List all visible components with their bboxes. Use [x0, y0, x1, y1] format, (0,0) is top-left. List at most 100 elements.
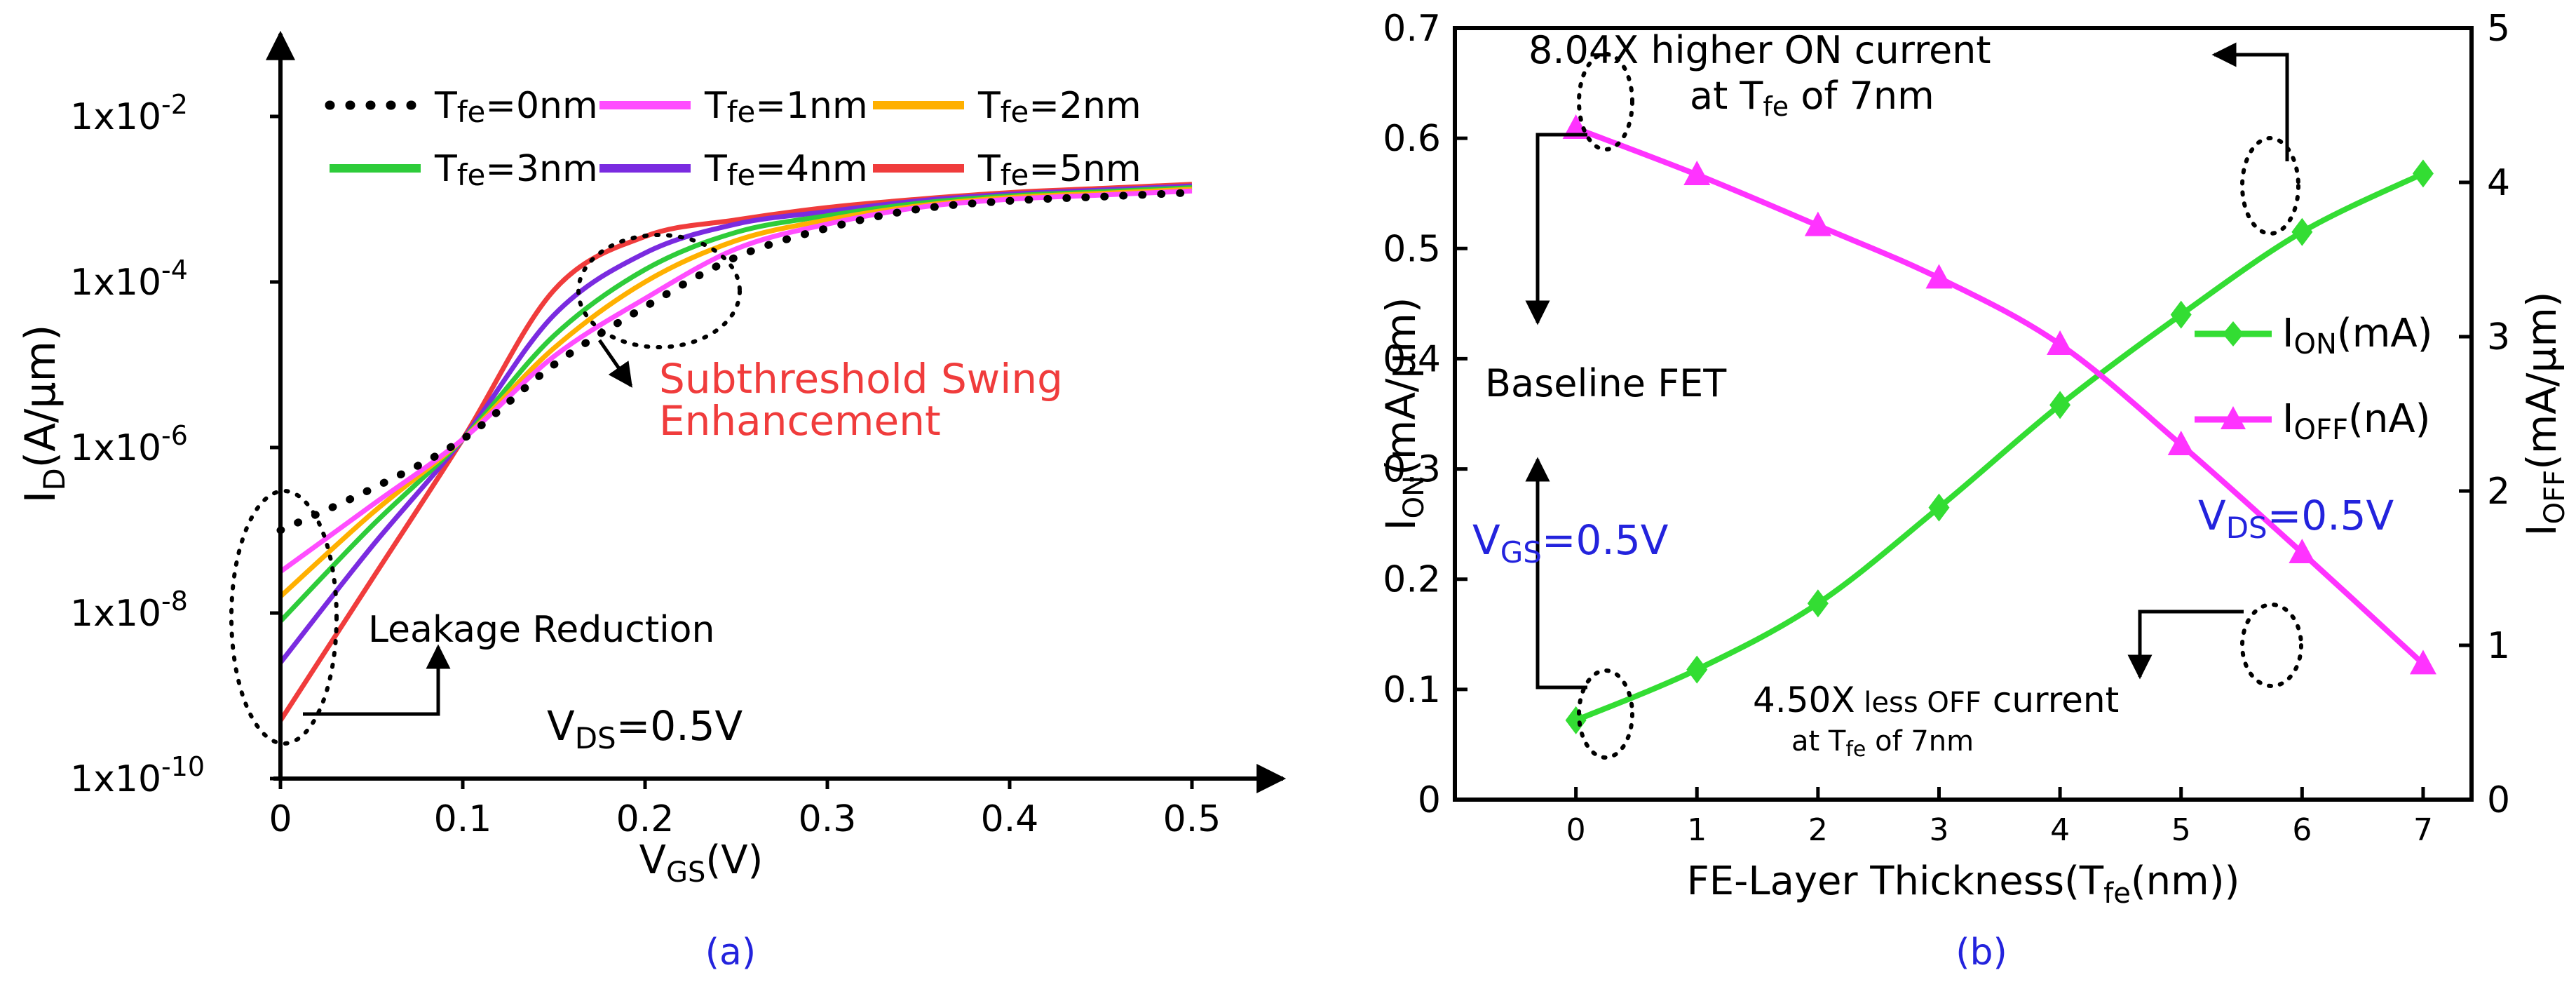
series-line-ion	[1575, 170, 2425, 723]
legend-label-tfe-5nm: Tfe=5nm	[977, 148, 1141, 192]
legend-label-tfe-3nm: Tfe=3nm	[434, 148, 598, 192]
off-current-note-2: at Tfe of 7nm	[1791, 725, 1974, 762]
panel-a-legend: Tfe=0nm Tfe=1nm Tfe=2nm Tfe=3nm Tfe=4nm Tfe=5…	[325, 85, 1141, 192]
point-ioff-5	[2167, 431, 2195, 455]
point-ion-6	[2291, 217, 2313, 246]
legend-ioff-label: IOFF(nA)	[2282, 396, 2431, 446]
point-ioff-3	[1925, 264, 1953, 289]
panel-a-y-tick-label: 1x10-10	[70, 751, 205, 800]
panel-b-y-left-tick-label: 0	[1418, 779, 1441, 821]
panel-b-y-left-tick-label: 0.5	[1383, 228, 1441, 270]
panel-b-x-tick-label: 1	[1687, 812, 1707, 848]
panel-a-y-tick-label: 1x10-4	[70, 255, 188, 304]
legend-label-tfe-0nm: Tfe=0nm	[434, 85, 598, 129]
panel-b-y-right-tick-label: 0	[2487, 779, 2510, 821]
subthreshold-label-1: Subthreshold Swing	[659, 355, 1063, 403]
baseline-off-ellipse	[1577, 668, 1634, 760]
panel-a-curves	[276, 182, 1196, 722]
point-ion-1	[1686, 655, 1708, 684]
legend-label-tfe-4nm: Tfe=4nm	[704, 148, 868, 192]
panel-b-x-tick-label: 3	[1929, 812, 1948, 848]
on-current-arrow	[2211, 42, 2289, 161]
subthreshold-label-2: Enhancement	[659, 397, 941, 445]
panel-b-y-left-label: ION(mA/µm)	[1377, 297, 1430, 531]
panel-b-legend: ION(mA) IOFF(nA)	[2195, 311, 2432, 446]
panel-b-y-right-label: IOFF(mA/µm)	[2518, 292, 2571, 537]
panel-a-y-ticks: 1x10-10 1x10-8 1x10-6 1x10-4 1x10-2	[70, 89, 280, 800]
point-ion-0	[1565, 706, 1587, 734]
panel-b-y-right-tick-label: 4	[2487, 162, 2510, 204]
off-7nm-ellipse	[2240, 603, 2303, 688]
legend-label-tfe-1nm: Tfe=1nm	[704, 85, 868, 129]
panel-a-y-tick-label: 1x10-8	[70, 586, 188, 635]
baseline-arrow-down	[1525, 133, 1587, 325]
panel-b-y-right-tick-label: 3	[2487, 316, 2510, 358]
panel-b-caption: (b)	[1955, 931, 2007, 974]
series-line-tfe-0nm	[276, 189, 1196, 534]
on-current-note-2: at Tfe of 7nm	[1690, 74, 1934, 122]
point-ioff-4	[2047, 330, 2074, 355]
panel-b-y-right-tick-label: 2	[2487, 471, 2510, 513]
panel-b-y-left-tick-label: 0.4	[1383, 338, 1441, 380]
panel-b-ticks: 0 1 2 3 4 5 6 7 0 0.1 0.2 0.3 0.4 0.5 0.6 0.7 0 1 2 3 4 5	[1383, 8, 2510, 848]
panel-b-y-left-tick-label: 0.6	[1383, 118, 1441, 160]
point-ion-7	[2412, 159, 2434, 188]
panel-a-x-tick-label: 0.3	[799, 798, 857, 840]
panel-b-series	[1562, 114, 2436, 734]
panel-b-y-left-tick-label: 0.7	[1383, 8, 1441, 50]
panel-b-y-left-tick-label: 0.1	[1383, 669, 1441, 711]
panel-b-y-right-tick-label: 1	[2487, 625, 2510, 667]
panel-b-x-tick-label: 2	[1808, 812, 1828, 848]
panel-b-y-left-tick-label: 0.2	[1383, 559, 1441, 601]
legend-label-tfe-2nm: Tfe=2nm	[977, 85, 1141, 129]
point-ioff-6	[2289, 539, 2316, 563]
legend-ioff-marker	[2221, 406, 2246, 429]
subthreshold-ellipse	[576, 233, 742, 349]
panel-a-vds-label: VDS=0.5V	[547, 702, 743, 755]
panel-a-x-tick-label: 0.5	[1163, 798, 1221, 840]
panel-a-x-ticks: 0 0.1 0.2 0.3 0.4 0.5	[269, 779, 1221, 840]
leakage-arrow	[303, 644, 451, 716]
point-ion-3	[1928, 493, 1950, 522]
baseline-arrow-up	[1525, 457, 1587, 689]
panel-a-x-label: VGS(V)	[639, 837, 764, 889]
panel-a-x-tick-label: 0.4	[981, 798, 1039, 840]
panel-a-x-tick-label: 0.1	[434, 798, 492, 840]
panel-b-vds-label: VDS=0.5V	[2198, 492, 2394, 545]
baseline-ellipse	[1577, 52, 1634, 152]
panel-a-x-tick-label: 0	[269, 798, 292, 840]
off-current-arrow	[2127, 610, 2244, 680]
panel-a-x-tick-label: 0.2	[616, 798, 674, 840]
point-ion-4	[2049, 391, 2071, 419]
panel-b: 0 1 2 3 4 5 6 7 0 0.1 0.2 0.3 0.4 0.5 0.6 0.7 0 1 2 3 4 5 FE-…	[1377, 8, 2571, 974]
panel-a-y-label: ID(A/µm)	[16, 325, 72, 504]
panel-b-x-tick-label: 4	[2050, 812, 2070, 848]
point-ion-5	[2170, 300, 2192, 329]
panel-b-vgs-label: VGS=0.5V	[1472, 516, 1669, 570]
panel-b-frame	[1453, 26, 2474, 802]
panel-b-x-label: FE-Layer Thickness(Tfe(nm))	[1687, 859, 2240, 910]
point-ioff-1	[1683, 161, 1711, 185]
point-ioff-2	[1804, 211, 1831, 236]
baseline-label: Baseline FET	[1485, 361, 1727, 405]
panel-b-x-tick-label: 7	[2413, 812, 2433, 848]
point-ioff-7	[2409, 650, 2436, 675]
legend-ion-label: ION(mA)	[2282, 311, 2432, 361]
legend-ion-marker	[2223, 321, 2244, 347]
panel-a-y-tick-label: 1x10-2	[70, 89, 188, 138]
panel-b-y-left-tick-label: 0.3	[1383, 449, 1441, 491]
point-ioff-0	[1562, 114, 1589, 139]
point-ion-2	[1807, 589, 1829, 618]
panel-b-x-tick-label: 6	[2292, 812, 2312, 848]
on-7nm-ellipse	[2240, 136, 2300, 236]
panel-b-x-tick-label: 5	[2171, 812, 2191, 848]
panel-a: 0 0.1 0.2 0.3 0.4 0.5 1x10-101x10-81x10-61x10…	[16, 30, 1287, 974]
subthreshold-arrow	[597, 339, 633, 388]
on-current-note-1: 8.04X higher ON current	[1528, 28, 1991, 72]
off-current-note-1: 4.50X less OFF current	[1753, 680, 2119, 720]
leakage-ellipse	[229, 489, 339, 746]
panel-a-caption: (a)	[705, 931, 756, 974]
panel-a-y-tick-label: 1x10-6	[70, 420, 188, 469]
leakage-label: Leakage Reduction	[368, 609, 714, 651]
